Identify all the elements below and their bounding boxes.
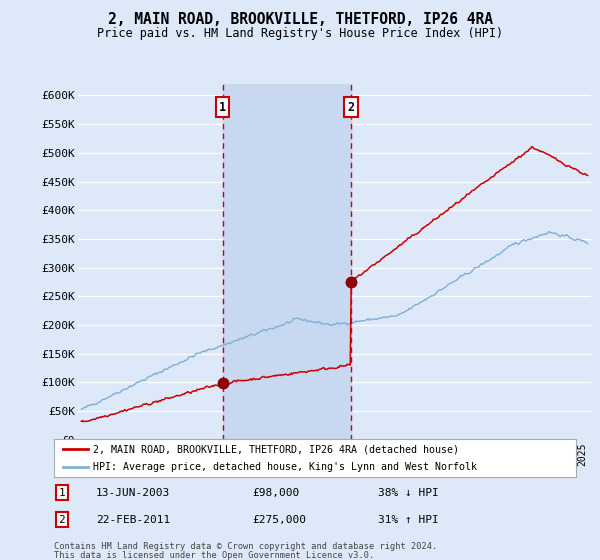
Text: This data is licensed under the Open Government Licence v3.0.: This data is licensed under the Open Gov… [54, 551, 374, 560]
Text: £98,000: £98,000 [253, 488, 299, 498]
Text: 2, MAIN ROAD, BROOKVILLE, THETFORD, IP26 4RA (detached house): 2, MAIN ROAD, BROOKVILLE, THETFORD, IP26… [93, 444, 459, 454]
Text: £275,000: £275,000 [253, 515, 307, 525]
Text: 2, MAIN ROAD, BROOKVILLE, THETFORD, IP26 4RA: 2, MAIN ROAD, BROOKVILLE, THETFORD, IP26… [107, 12, 493, 27]
Text: Contains HM Land Registry data © Crown copyright and database right 2024.: Contains HM Land Registry data © Crown c… [54, 542, 437, 551]
Text: 22-FEB-2011: 22-FEB-2011 [96, 515, 170, 525]
Text: 13-JUN-2003: 13-JUN-2003 [96, 488, 170, 498]
Text: 1: 1 [219, 101, 226, 114]
Text: 31% ↑ HPI: 31% ↑ HPI [377, 515, 439, 525]
Text: 1: 1 [58, 488, 65, 498]
Text: 2: 2 [347, 101, 355, 114]
Text: 2: 2 [58, 515, 65, 525]
Text: HPI: Average price, detached house, King's Lynn and West Norfolk: HPI: Average price, detached house, King… [93, 462, 477, 472]
Bar [223, 84, 351, 440]
Text: 38% ↓ HPI: 38% ↓ HPI [377, 488, 439, 498]
Text: Price paid vs. HM Land Registry's House Price Index (HPI): Price paid vs. HM Land Registry's House … [97, 27, 503, 40]
